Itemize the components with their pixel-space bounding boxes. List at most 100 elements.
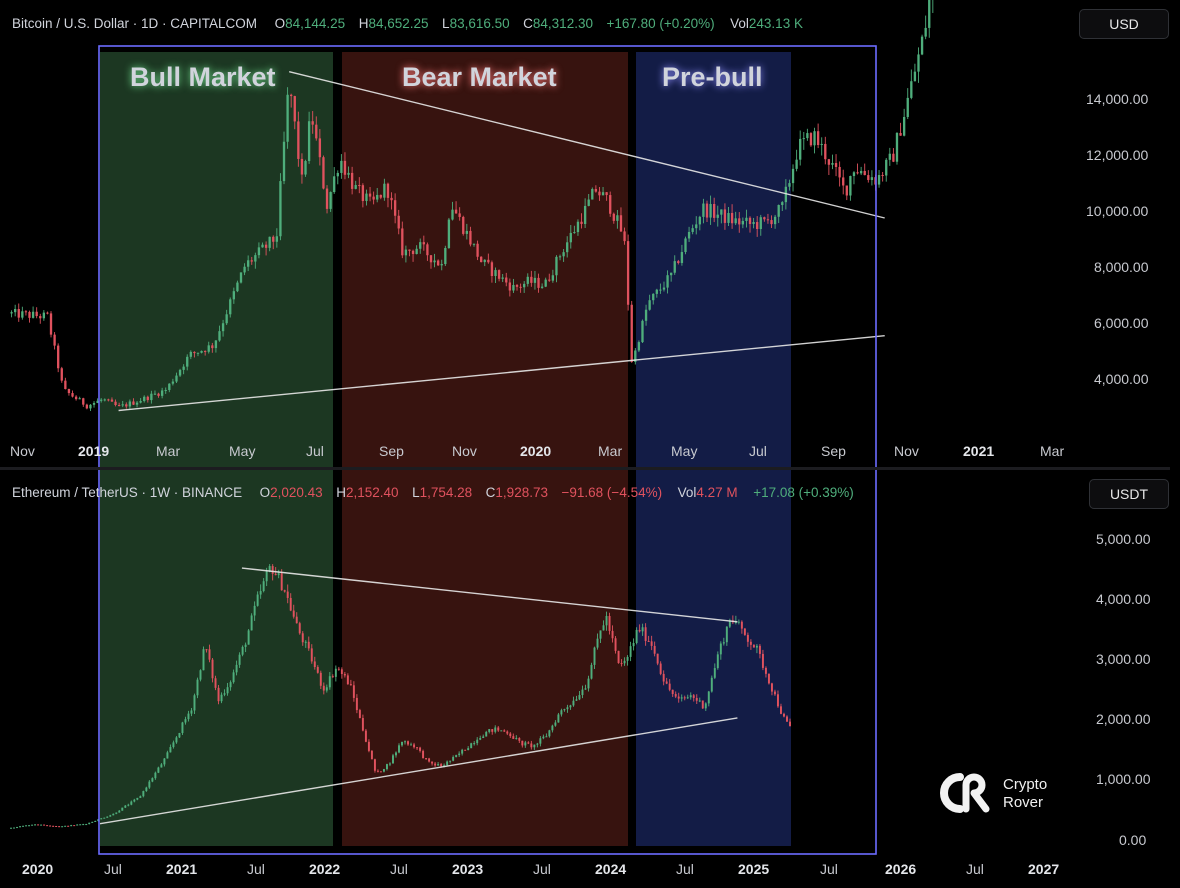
eth-candle [343,674,346,676]
eth-candle [334,668,337,677]
btc-candle [723,209,727,223]
eth-candle [25,825,28,827]
btc-candle [279,181,282,237]
eth-candle [112,813,115,816]
btc-candle [404,249,408,256]
btc-candle [867,175,870,180]
btc-candle [476,243,479,257]
btc-candle [644,309,648,321]
eth-candle [133,799,136,802]
btc-candle [350,172,354,189]
btc-candle [734,218,737,224]
btc-candle [128,401,132,407]
btc-candle [698,216,701,225]
pane-divider[interactable] [0,467,1170,470]
eth-candle [704,703,707,709]
eth-candle [683,697,686,699]
eth-open-value: 2,020.43 [270,485,323,500]
btc-candle [902,116,906,136]
currency-usdt-button[interactable]: USDT [1089,479,1169,509]
eth-candle [770,683,773,692]
eth-change: −91.68 (−4.54%) [561,485,663,500]
btc-candle [827,159,831,165]
btc-candle [49,313,53,335]
btc-candle [300,158,304,175]
btc-candle [433,260,436,263]
eth-candle [226,687,229,694]
btc-candle [268,236,271,248]
btc-candle [150,393,153,401]
btc-candle [28,311,31,318]
btc-candle [655,289,658,294]
btc-candle [720,209,723,215]
btc-candle [117,405,121,407]
btc-x-tick: Mar [1040,443,1065,459]
eth-candle [786,716,788,722]
phase-label-bull: Bull Market [130,62,276,92]
btc-candle [691,228,694,232]
btc-candle [390,197,393,201]
btc-candle [397,215,400,229]
btc-candle [82,398,85,405]
eth-candle [656,653,659,664]
btc-candle [436,260,440,266]
btc-candle [856,172,859,174]
eth-candle [43,824,46,826]
eth-candle [40,824,43,826]
btc-close-label: C [523,16,533,31]
eth-candle [743,628,746,635]
eth-candle [789,721,791,727]
btc-candle [566,242,569,253]
eth-candle [473,743,476,745]
eth-candle [361,718,364,731]
btc-candle [168,383,171,390]
eth-candle [322,685,325,691]
eth-candle [647,640,650,642]
btc-y-tick: 14,000.00 [1086,91,1149,107]
eth-candle [274,573,277,576]
eth-candle [355,697,358,711]
eth-candle [283,590,286,592]
eth-candle [301,633,304,643]
btc-low-label: L [442,16,450,31]
btc-candle [591,189,594,200]
eth-candle [190,710,193,714]
eth-candle [331,676,334,678]
eth-candle [91,821,94,823]
btc-candle [275,236,279,242]
prebull-zone [636,52,791,846]
btc-candle [462,216,465,234]
btc-candle [465,230,468,234]
btc-candle [21,311,24,318]
btc-candle [358,185,361,187]
eth-candle [539,738,542,744]
btc-candle [178,369,182,376]
btc-candle [777,204,780,217]
btc-candle [440,264,443,266]
eth-candle [208,649,211,660]
btc-candle [537,277,540,288]
eth-candle [461,749,464,754]
eth-candle [199,670,202,680]
phase-label-bear: Bear Market [402,62,557,92]
btc-vol-value: 243.13 K [748,16,803,31]
btc-x-tick: May [229,443,256,459]
btc-candle [673,261,676,273]
eth-candle [434,763,437,766]
btc-candle [680,252,684,263]
eth-candle [253,605,256,616]
btc-candle [153,393,157,395]
btc-candle [71,393,74,397]
btc-candle [748,217,752,224]
eth-candle [64,825,67,827]
btc-candle [863,170,866,176]
eth-candle [187,713,190,720]
eth-candle [740,621,743,629]
eth-candle [241,646,244,655]
eth-candle [545,736,548,738]
currency-usd-button[interactable]: USD [1079,9,1169,39]
btc-candle [182,366,185,370]
btc-vol-label: Vol [730,16,749,31]
btc-candle [386,183,390,198]
